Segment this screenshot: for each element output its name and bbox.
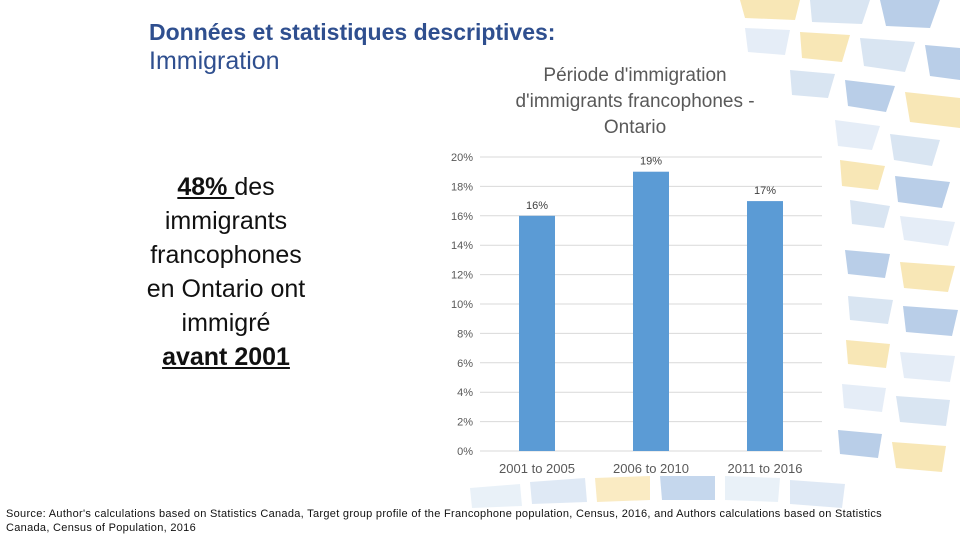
y-tick-label: 6%	[457, 358, 473, 370]
y-tick-label: 14%	[451, 240, 473, 252]
slide-title: Données et statistiques descriptives:	[149, 19, 556, 45]
y-tick-label: 0%	[457, 446, 473, 458]
tile-pattern-right	[838, 250, 958, 472]
data-label: 19%	[640, 156, 662, 168]
bar	[519, 215, 555, 451]
callout-line-1: 48% des	[118, 170, 334, 204]
bar	[633, 171, 669, 451]
slide-subtitle: Immigration	[149, 47, 280, 75]
source-note: Source: Author's calculations based on S…	[6, 508, 882, 534]
callout-highlight: avant 2001	[162, 343, 290, 371]
y-tick-label: 16%	[451, 211, 473, 223]
callout-line-5: immigré	[181, 309, 271, 337]
y-tick-label: 20%	[451, 152, 473, 164]
y-tick-label: 10%	[451, 299, 473, 311]
callout-line-6: avant 2001	[118, 340, 334, 374]
chart-title: Période d'immigration d'immigrants franc…	[470, 63, 800, 141]
callout-text: 48% des immigrants francophones en Ontar…	[118, 170, 334, 374]
y-tick-label: 2%	[457, 417, 473, 429]
y-tick-label: 18%	[451, 181, 473, 193]
y-tick-label: 12%	[451, 270, 473, 282]
x-tick-label: 2006 to 2010	[613, 461, 689, 476]
tile-pattern-bottom	[470, 476, 845, 508]
callout-line-4: en Ontario ont	[146, 275, 306, 303]
data-label: 16%	[526, 200, 548, 212]
x-tick-label: 2011 to 2016	[728, 461, 803, 476]
callout-line-1-rest: des	[234, 173, 275, 201]
callout-line-2: immigrants	[164, 207, 288, 235]
slide-title-block: Données et statistiques descriptives: Im…	[149, 18, 555, 76]
y-tick-label: 8%	[457, 328, 473, 340]
callout-line-3: francophones	[150, 241, 302, 269]
bar-chart: 0% 2% 4% 6% 8% 10% 12% 14% 16% 18% 20% 16% 2001 to 2…	[451, 152, 822, 476]
bar	[747, 201, 783, 451]
data-label: 17%	[754, 185, 776, 197]
chart-title-line-3: Ontario	[603, 117, 667, 138]
chart-title-line-1: Période d'immigration	[543, 65, 727, 86]
callout-percentage: 48%	[177, 173, 235, 201]
x-tick-label: 2001 to 2005	[499, 461, 575, 476]
chart-title-line-2: d'immigrants francophones -	[515, 91, 755, 112]
y-tick-label: 4%	[457, 387, 473, 399]
tile-pattern-top-right	[740, 0, 960, 246]
